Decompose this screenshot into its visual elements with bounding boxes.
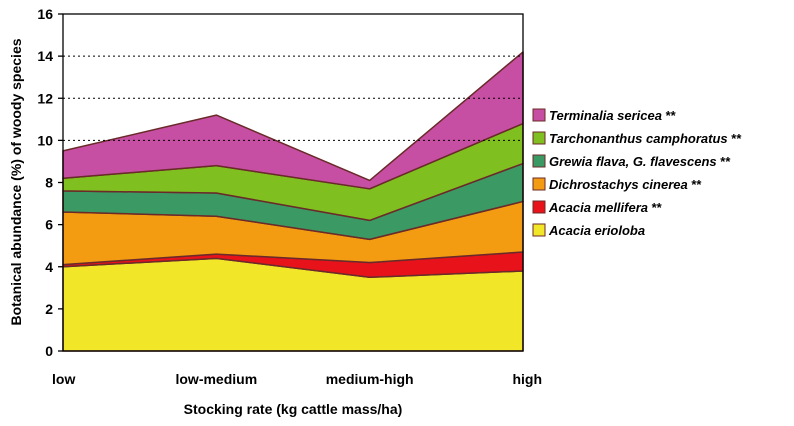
legend-item-dichrostachys-cinerea: Dichrostachys cinerea ** [532, 177, 702, 192]
legend-swatch [532, 177, 546, 191]
legend-swatch [532, 108, 546, 122]
y-tick-label: 4 [45, 259, 53, 275]
y-axis-title: Botanical abundance (%) of woody species [8, 38, 24, 325]
legend-label: Acacia mellifera ** [548, 200, 663, 215]
legend-label: Acacia erioloba [548, 223, 645, 238]
x-tick-label: low [52, 371, 75, 387]
legend-swatch [532, 154, 546, 168]
y-tick-label: 14 [37, 48, 53, 64]
legend-item-grewia-flava-g-flavescens: Grewia flava, G. flavescens ** [532, 154, 731, 169]
legend-item-tarchonanthus-camphoratus: Tarchonanthus camphoratus ** [532, 131, 742, 146]
legend-item-acacia-erioloba: Acacia erioloba [532, 223, 645, 238]
x-tick-label: medium-high [326, 371, 414, 387]
legend-label: Dichrostachys cinerea ** [549, 177, 702, 192]
legend-label: Grewia flava, G. flavescens ** [549, 154, 731, 169]
y-tick-label: 8 [45, 175, 53, 191]
x-tick-label: low-medium [175, 371, 257, 387]
legend-swatch [532, 223, 546, 237]
x-axis-title: Stocking rate (kg cattle mass/ha) [184, 401, 403, 417]
y-tick-label: 2 [45, 301, 53, 317]
legend-swatch [532, 200, 546, 214]
legend-label: Tarchonanthus camphoratus ** [549, 131, 742, 146]
x-tick-label: high [512, 371, 542, 387]
legend-swatch [532, 131, 546, 145]
legend-item-acacia-mellifera: Acacia mellifera ** [532, 200, 663, 215]
y-tick-label: 6 [45, 217, 53, 233]
legend-label: Terminalia sericea ** [549, 108, 677, 123]
y-tick-label: 0 [45, 343, 53, 359]
y-tick-label: 16 [37, 6, 53, 22]
y-tick-label: 12 [37, 90, 53, 106]
y-tick-label: 10 [37, 132, 53, 148]
legend-item-terminalia-sericea: Terminalia sericea ** [532, 108, 677, 123]
